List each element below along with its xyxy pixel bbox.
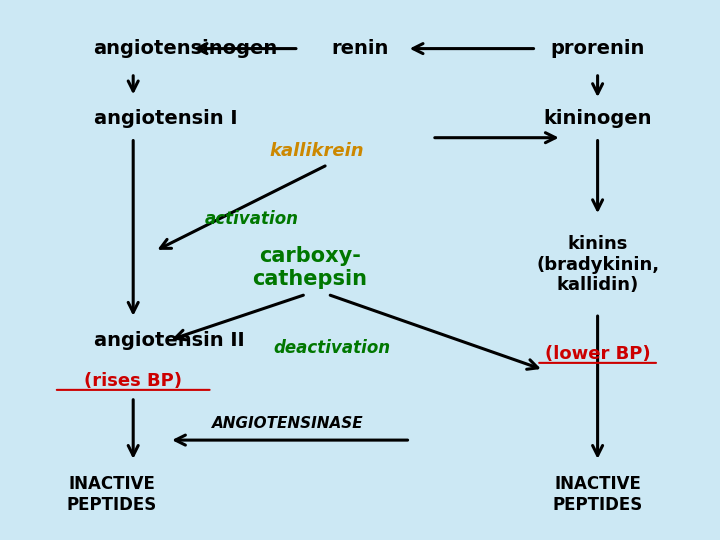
- Text: kallikrein: kallikrein: [269, 142, 364, 160]
- Text: prorenin: prorenin: [550, 39, 645, 58]
- Text: kinins
(bradykinin,
kallidin): kinins (bradykinin, kallidin): [536, 235, 660, 294]
- Text: angiotensinogen: angiotensinogen: [94, 39, 278, 58]
- Text: (lower BP): (lower BP): [545, 345, 650, 363]
- Text: angiotensin I: angiotensin I: [94, 109, 237, 129]
- Text: activation: activation: [205, 210, 300, 228]
- Text: angiotensin II: angiotensin II: [94, 330, 244, 350]
- Text: INACTIVE
PEPTIDES: INACTIVE PEPTIDES: [66, 475, 157, 514]
- Text: (rises BP): (rises BP): [84, 372, 182, 390]
- Text: carboxy-
cathepsin: carboxy- cathepsin: [252, 246, 367, 289]
- Text: deactivation: deactivation: [274, 339, 391, 357]
- Text: INACTIVE
PEPTIDES: INACTIVE PEPTIDES: [552, 475, 643, 514]
- Text: kininogen: kininogen: [544, 109, 652, 129]
- Text: renin: renin: [331, 39, 389, 58]
- Text: ANGIOTENSINASE: ANGIOTENSINASE: [212, 416, 364, 431]
